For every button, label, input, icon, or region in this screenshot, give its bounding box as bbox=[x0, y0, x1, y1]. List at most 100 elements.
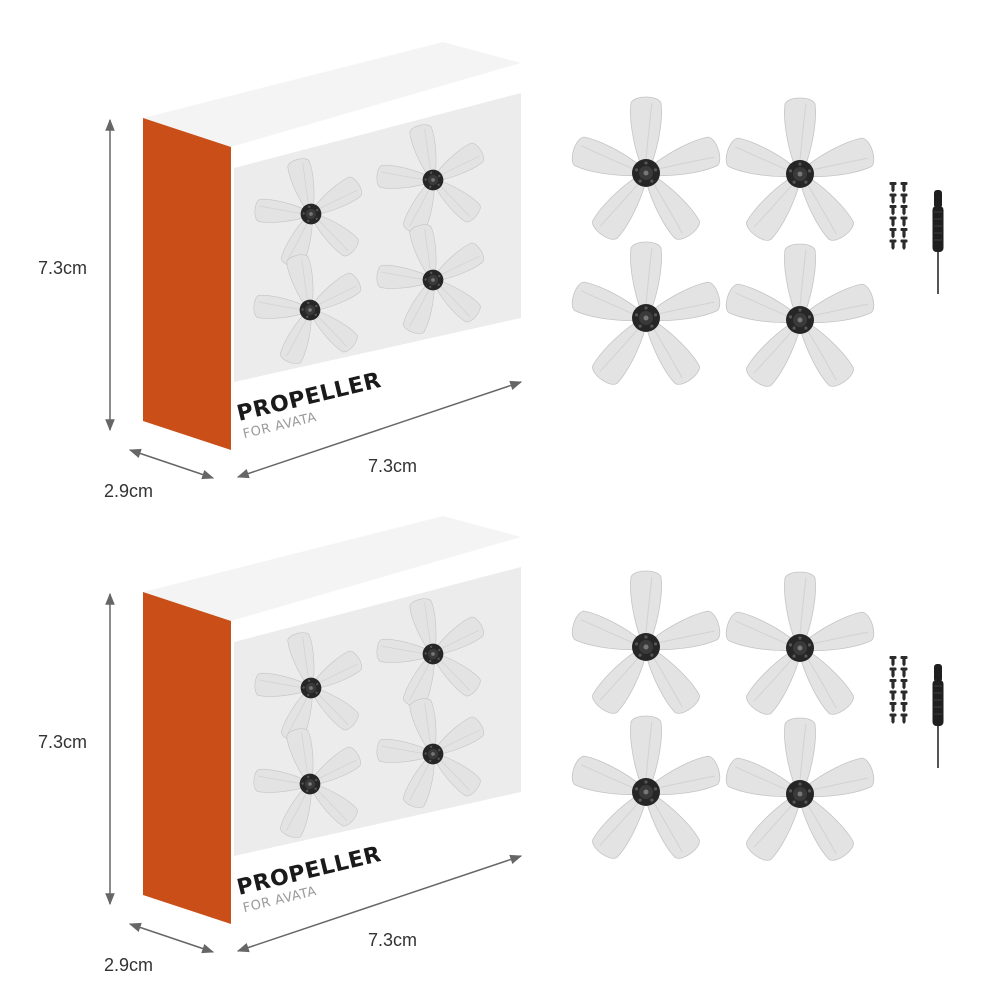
propeller-blade bbox=[409, 698, 437, 749]
propeller-blade bbox=[800, 798, 854, 861]
screwdriver-shaft bbox=[937, 252, 939, 294]
propeller-blade bbox=[409, 124, 437, 175]
propeller-blade bbox=[725, 283, 793, 324]
propeller-blade bbox=[725, 757, 793, 798]
screw-icon bbox=[889, 216, 897, 227]
screws-group bbox=[889, 182, 908, 250]
width-arrow bbox=[236, 380, 523, 479]
propeller-blade bbox=[630, 570, 662, 638]
screws-group bbox=[889, 656, 908, 724]
propeller-blade bbox=[314, 176, 362, 215]
propeller-icon bbox=[725, 97, 875, 241]
propeller-blade bbox=[571, 755, 639, 796]
propeller-blade bbox=[376, 638, 427, 663]
propeller-icon bbox=[725, 717, 875, 861]
propeller-icon bbox=[725, 571, 875, 715]
screw-icon bbox=[900, 205, 908, 216]
box-top-face bbox=[143, 516, 521, 621]
propeller-blade bbox=[435, 181, 481, 223]
screw-icon bbox=[889, 193, 897, 204]
propeller-blade bbox=[286, 254, 314, 305]
propeller-blade bbox=[254, 198, 305, 223]
propeller-blade bbox=[287, 632, 315, 683]
propeller-blade bbox=[435, 755, 481, 797]
propeller-blade bbox=[312, 785, 358, 827]
propeller-blade bbox=[784, 97, 816, 165]
propeller-blade bbox=[571, 281, 639, 322]
propeller-blade bbox=[653, 610, 721, 651]
screw-icon bbox=[900, 702, 908, 713]
product-box: PROPELLER FOR AVATA bbox=[143, 42, 521, 450]
propeller-blade bbox=[592, 322, 646, 385]
propeller-blade bbox=[592, 796, 646, 859]
propeller-icon bbox=[376, 598, 484, 709]
propeller-blade bbox=[800, 652, 854, 715]
screw-icon bbox=[900, 239, 908, 250]
propeller-icon bbox=[254, 158, 362, 269]
propeller-blade bbox=[571, 136, 639, 177]
dimension-lines: 7.3cm 7.3cm 2.9cm bbox=[38, 118, 523, 501]
propeller-blade bbox=[253, 294, 304, 319]
screw-icon bbox=[900, 667, 908, 678]
width-arrow bbox=[236, 854, 523, 953]
screw-icon bbox=[900, 182, 908, 193]
propeller-blade bbox=[409, 224, 437, 275]
screwdriver-cap bbox=[934, 190, 942, 208]
screw-icon bbox=[889, 667, 897, 678]
propeller-icon bbox=[571, 96, 721, 240]
propeller-blade bbox=[746, 652, 800, 715]
height-label: 7.3cm bbox=[38, 258, 87, 278]
propeller-blade bbox=[653, 281, 721, 322]
screw-icon bbox=[900, 656, 908, 667]
propeller-blade bbox=[784, 243, 816, 311]
propeller-blade bbox=[807, 137, 875, 178]
propeller-blade bbox=[807, 757, 875, 798]
propeller-blade bbox=[403, 284, 435, 335]
product-box: PROPELLER FOR AVATA bbox=[143, 516, 521, 924]
screwdriver-handle bbox=[932, 206, 944, 252]
screw-icon bbox=[889, 702, 897, 713]
propeller-blade bbox=[653, 136, 721, 177]
propeller-blade bbox=[571, 610, 639, 651]
box-propeller-icons bbox=[253, 124, 484, 365]
box-side-face bbox=[143, 118, 231, 450]
propeller-blade bbox=[312, 311, 358, 353]
propeller-icon bbox=[571, 241, 721, 385]
propeller-icon bbox=[253, 728, 361, 839]
propeller-blade bbox=[403, 758, 435, 809]
package-group: PROPELLER FOR AVATA 7.3cm 7.3cm 2.9cm bbox=[38, 42, 944, 501]
propeller-blade bbox=[253, 768, 304, 793]
propeller-blade bbox=[646, 177, 700, 240]
propeller-blade bbox=[313, 215, 359, 257]
propeller-icon bbox=[571, 570, 721, 714]
propeller-blade bbox=[630, 96, 662, 164]
depth-arrow bbox=[128, 448, 215, 480]
propeller-blade bbox=[653, 755, 721, 796]
propeller-blade bbox=[784, 717, 816, 785]
propeller-blade bbox=[436, 716, 484, 755]
propeller-blade bbox=[630, 241, 662, 309]
propeller-blade bbox=[313, 746, 361, 785]
screw-icon bbox=[900, 228, 908, 239]
propeller-icon bbox=[376, 124, 484, 235]
propeller-blade bbox=[435, 655, 481, 697]
propeller-blade bbox=[784, 571, 816, 639]
propeller-blade bbox=[280, 314, 312, 365]
propeller-blade bbox=[646, 796, 700, 859]
propeller-blade bbox=[435, 281, 481, 323]
width-label: 7.3cm bbox=[368, 930, 417, 950]
screwdriver-icon bbox=[932, 190, 944, 294]
screw-icon bbox=[889, 679, 897, 690]
propeller-icon bbox=[571, 241, 721, 385]
propeller-blade bbox=[409, 598, 437, 649]
propeller-blade bbox=[280, 788, 312, 839]
propeller-blade bbox=[646, 322, 700, 385]
propeller-blade bbox=[630, 715, 662, 783]
propeller-icon bbox=[725, 243, 875, 387]
propeller-blade bbox=[436, 242, 484, 281]
propeller-blade bbox=[800, 178, 854, 241]
screw-icon bbox=[889, 205, 897, 216]
propeller-blade bbox=[254, 672, 305, 697]
propeller-blade bbox=[592, 651, 646, 714]
propeller-blade bbox=[314, 650, 362, 689]
